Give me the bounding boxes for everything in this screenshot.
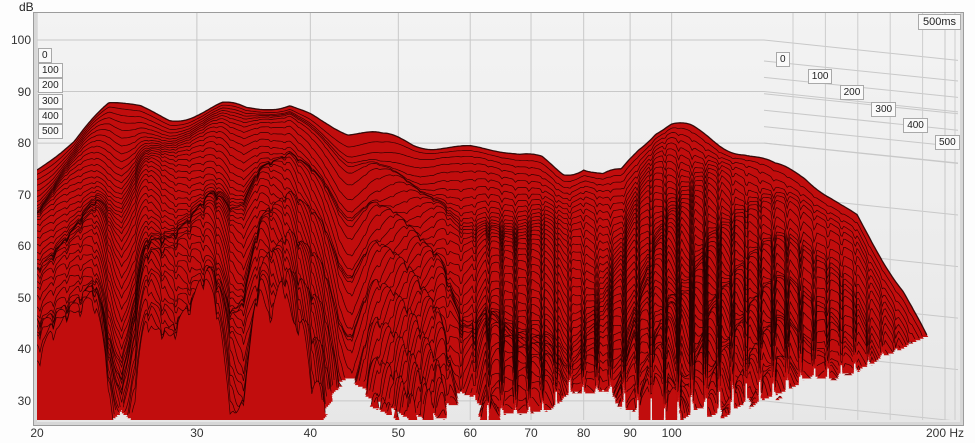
time-tick-label-left: 100: [38, 63, 63, 79]
waterfall-slice-line: [37, 160, 867, 365]
waterfall-slice-line: [37, 112, 913, 344]
time-tick-label-left: 300: [38, 93, 63, 109]
waterfall-slice-line: [37, 152, 880, 357]
time-tick-label-right: 400: [903, 118, 928, 134]
x-tick-label: 100: [661, 426, 682, 440]
x-tick-label: 200 Hz: [925, 426, 965, 440]
waterfall-slice-line: [37, 110, 916, 340]
waterfall-slice-line: [37, 216, 785, 392]
x-tick-label: 80: [576, 426, 591, 440]
db-axis-unit-label: dB: [19, 0, 34, 14]
waterfall-slice-line: [37, 171, 861, 370]
y-tick-label: 100: [10, 33, 31, 47]
waterfall-slice-line: [37, 192, 839, 376]
waterfall-slice-line: [37, 152, 879, 360]
plot-canvas[interactable]: [37, 13, 958, 420]
waterfall-surface: [37, 101, 958, 420]
waterfall-slice-line: [37, 141, 889, 355]
x-tick-label: 40: [303, 426, 317, 440]
db-grid-line: [37, 91, 958, 113]
x-tick-label: 70: [524, 426, 538, 440]
waterfall-slice-line: [37, 122, 904, 348]
y-tick-label: 30: [17, 393, 31, 408]
window-length-badge: 500ms: [918, 14, 962, 30]
x-tick-label: 20: [30, 426, 44, 440]
x-tick-label: 30: [190, 426, 204, 440]
waterfall-slice-line: [37, 153, 877, 362]
grid-line: [763, 126, 958, 148]
time-tick-label-right: 0: [776, 52, 790, 67]
db-grid-line: [37, 39, 958, 61]
x-tick-label: 60: [463, 426, 477, 440]
time-tick-label-left: 500: [38, 124, 63, 139]
time-tick-label-right: 100: [807, 68, 833, 84]
y-tick-label: 90: [17, 84, 31, 99]
y-tick-label: 80: [17, 136, 31, 151]
waterfall-slice-line: [37, 107, 920, 339]
time-tick-label-right: 200: [839, 85, 865, 101]
waterfall-slice-line: [37, 220, 782, 394]
time-tick-label-right: 500: [935, 135, 960, 150]
time-tick-label-left: 0: [38, 48, 52, 63]
waterfall-slice-line: [37, 135, 893, 353]
time-tick-label-left: 400: [38, 108, 63, 124]
y-tick-label: 50: [17, 290, 31, 305]
waterfall-slice-line: [37, 190, 838, 379]
waterfall-slice-line: [37, 213, 785, 389]
grid-line: [763, 93, 958, 115]
waterfall-slice-line: [37, 126, 901, 348]
x-tick-label: 50: [391, 426, 405, 440]
grid-line: [763, 60, 958, 82]
waterfall-slice-line: [37, 147, 880, 355]
waterfall-slice-line: [37, 166, 862, 366]
waterfall-slice-line: [37, 130, 895, 352]
waterfall-slice-line: [37, 210, 792, 388]
y-tick-label: 40: [17, 342, 31, 357]
waterfall-slice-line: [37, 104, 923, 337]
waterfall-slice-fill: [37, 279, 958, 420]
waterfall-slice-line: [37, 101, 928, 336]
waterfall-slice-line: [37, 206, 795, 387]
time-tick-label-right: 300: [871, 101, 897, 117]
y-tick-label: 70: [17, 187, 31, 202]
waterfall-slice-line: [37, 115, 908, 343]
y-tick-label: 60: [17, 239, 31, 254]
waterfall-slice-line: [37, 118, 907, 345]
x-tick-label: 90: [623, 426, 637, 440]
time-tick-label-left: 200: [38, 78, 63, 94]
waterfall-slice-line: [37, 278, 684, 420]
grid-line: [763, 142, 958, 164]
